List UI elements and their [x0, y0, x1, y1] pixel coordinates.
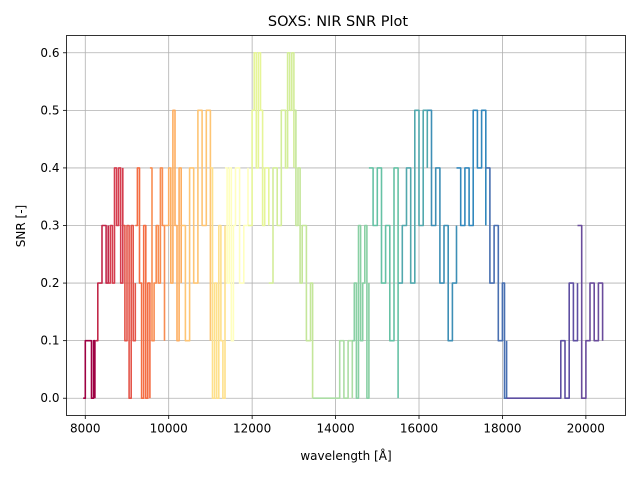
snr-segment-15	[352, 224, 370, 399]
x-tick-label: 20000	[567, 422, 605, 436]
x-axis-label: wavelength [Å]	[300, 448, 391, 463]
snr-segment-1	[83, 339, 96, 399]
y-tick-label: 0.2	[40, 276, 59, 290]
snr-segment-7	[164, 109, 182, 342]
snr-segment-16	[368, 167, 399, 399]
y-tick-label: 0.3	[40, 219, 59, 233]
y-tick-label: 0.6	[40, 46, 59, 60]
y-tick-label: 0.0	[40, 391, 59, 405]
x-tick-label: 18000	[483, 422, 521, 436]
snr-segment-4	[122, 224, 137, 399]
snr-segment-21	[506, 282, 579, 399]
y-tick-label: 0.1	[40, 334, 59, 348]
x-tick-label: 16000	[400, 422, 438, 436]
chart-title: SOXS: NIR SNR Plot	[268, 14, 409, 30]
x-tick-label: 12000	[233, 422, 271, 436]
snr-segment-9	[210, 167, 226, 399]
axis-ticks: 8000 10000 12000 14000 16000 18000 20000 0.0 0.1…	[40, 46, 605, 436]
snr-segment-20	[485, 167, 508, 399]
snr-segment-10	[225, 167, 249, 342]
y-tick-label: 0.4	[40, 161, 59, 175]
snr-segment-3	[108, 167, 124, 284]
x-tick-label: 8000	[70, 422, 101, 436]
snr-segment-14	[312, 339, 354, 399]
snr-segment-6	[149, 167, 166, 342]
snr-segment-8	[181, 109, 212, 342]
snr-segment-22	[577, 224, 604, 399]
snr-segment-11	[248, 52, 270, 227]
data-series	[83, 52, 604, 399]
y-axis-label: SNR [-]	[14, 205, 28, 247]
snr-segment-2	[95, 224, 109, 342]
snr-segment-18	[427, 109, 458, 342]
snr-segment-5	[135, 167, 151, 399]
x-tick-label: 10000	[150, 422, 188, 436]
y-tick-label: 0.5	[40, 103, 59, 117]
snr-segment-17	[398, 109, 429, 284]
snr-segment-12	[268, 52, 295, 284]
x-tick-label: 14000	[316, 422, 354, 436]
snr-segment-19	[456, 109, 487, 227]
snr-segment-13	[293, 109, 314, 399]
